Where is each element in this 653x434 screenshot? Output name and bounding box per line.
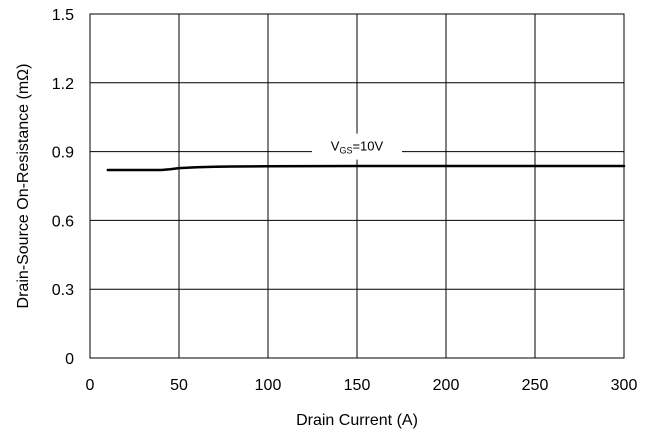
y-tick-labels: 0 0.3 0.6 0.9 1.2 1.5 <box>52 7 74 368</box>
annotation-subscript: GS <box>339 146 352 156</box>
y-tick-label: 1.5 <box>52 7 74 24</box>
annotation-background <box>312 133 402 160</box>
y-axis-title: Drain-Source On-Resistance (mΩ) <box>15 64 32 309</box>
y-tick-label: 0.9 <box>52 145 74 162</box>
x-axis-title: Drain Current (A) <box>296 412 418 429</box>
x-tick-label: 100 <box>255 377 282 394</box>
x-tick-label: 300 <box>611 377 638 394</box>
y-tick-label: 0.6 <box>52 213 74 230</box>
y-tick-label: 0.3 <box>52 282 74 299</box>
x-tick-label: 150 <box>344 377 371 394</box>
x-tick-label: 50 <box>170 377 188 394</box>
y-tick-label: 1.2 <box>52 76 74 93</box>
annotation-label: VGS=10V <box>331 139 384 156</box>
grid <box>90 14 624 358</box>
annotation: VGS=10V <box>312 133 402 160</box>
annotation-main: V <box>331 139 340 154</box>
plot-frame <box>89 13 625 359</box>
series-line <box>106 164 626 172</box>
series-layer <box>106 164 626 172</box>
x-tick-labels: 0 50 100 150 200 250 300 <box>86 377 638 394</box>
x-tick-label: 250 <box>522 377 549 394</box>
x-tick-label: 0 <box>86 377 95 394</box>
y-tick-label: 0 <box>65 351 74 368</box>
x-tick-label: 200 <box>433 377 460 394</box>
annotation-rest: =10V <box>352 139 383 154</box>
